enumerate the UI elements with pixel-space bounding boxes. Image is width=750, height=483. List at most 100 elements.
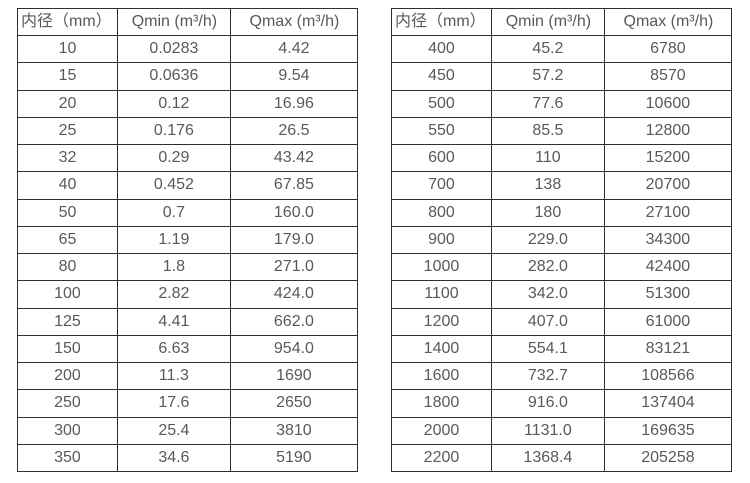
flow-spec-table-right: 内径（mm） Qmin (m³/h) Qmax (m³/h) 400 45.2 6780… xyxy=(391,8,733,473)
qmin-cell: 0.0636 xyxy=(116,62,231,91)
diameter-cell: 550 xyxy=(391,116,492,146)
diameter-cell: 450 xyxy=(391,62,492,91)
qmax-cell: 20700 xyxy=(603,171,733,200)
table-body: 400 45.2 6780 450 57.2 8570 500 77.6 10600 550 85.… xyxy=(391,34,733,473)
qmin-cell: 916.0 xyxy=(490,389,605,418)
qmax-cell: 16.96 xyxy=(229,89,359,118)
diameter-cell: 100 xyxy=(17,280,118,309)
diameter-cell: 65 xyxy=(17,225,118,255)
diameter-cell: 150 xyxy=(17,334,118,364)
table-row: 2000 1131.0 169635 xyxy=(391,416,733,445)
table-row: 400 45.2 6780 xyxy=(391,34,733,64)
qmax-cell: 137404 xyxy=(603,389,733,418)
diameter-cell: 1200 xyxy=(391,307,492,336)
diameter-cell: 200 xyxy=(17,361,118,391)
diameter-cell: 1000 xyxy=(391,252,492,282)
table-row: 50 0.7 160.0 xyxy=(17,198,359,227)
qmax-cell: 34300 xyxy=(603,225,733,255)
flow-spec-tables-container: 内径（mm） Qmin (m³/h) Qmax (m³/h) 10 0.0283 4.4… xyxy=(17,8,733,473)
qmax-cell: 160.0 xyxy=(229,198,359,227)
diameter-cell: 80 xyxy=(17,252,118,282)
qmax-cell: 2650 xyxy=(229,389,359,418)
table-row: 600 110 15200 xyxy=(391,143,733,173)
diameter-cell: 2000 xyxy=(391,416,492,445)
table-header-row: 内径（mm） Qmin (m³/h) Qmax (m³/h) xyxy=(391,8,733,36)
qmin-cell: 110 xyxy=(490,143,605,173)
qmax-cell: 27100 xyxy=(603,198,733,227)
qmin-cell: 554.1 xyxy=(490,334,605,364)
diameter-cell: 800 xyxy=(391,198,492,227)
qmin-cell: 25.4 xyxy=(116,416,231,445)
table-row: 40 0.452 67.85 xyxy=(17,171,359,200)
diameter-cell: 40 xyxy=(17,171,118,200)
diameter-cell: 15 xyxy=(17,62,118,91)
qmax-cell: 205258 xyxy=(603,443,733,473)
table-row: 150 6.63 954.0 xyxy=(17,334,359,364)
diameter-cell: 500 xyxy=(391,89,492,118)
qmax-cell: 9.54 xyxy=(229,62,359,91)
column-header-diameter: 内径（mm） xyxy=(17,8,118,36)
table-row: 700 138 20700 xyxy=(391,171,733,200)
qmax-cell: 5190 xyxy=(229,443,359,473)
qmax-cell: 43.42 xyxy=(229,143,359,173)
diameter-cell: 1100 xyxy=(391,280,492,309)
table-row: 550 85.5 12800 xyxy=(391,116,733,146)
qmax-cell: 4.42 xyxy=(229,34,359,64)
diameter-cell: 2200 xyxy=(391,443,492,473)
qmin-cell: 0.452 xyxy=(116,171,231,200)
diameter-cell: 32 xyxy=(17,143,118,173)
table-row: 2200 1368.4 205258 xyxy=(391,443,733,473)
qmin-cell: 1.8 xyxy=(116,252,231,282)
qmax-cell: 424.0 xyxy=(229,280,359,309)
qmax-cell: 42400 xyxy=(603,252,733,282)
diameter-cell: 20 xyxy=(17,89,118,118)
qmax-cell: 67.85 xyxy=(229,171,359,200)
table-row: 1600 732.7 108566 xyxy=(391,361,733,391)
table-row: 1100 342.0 51300 xyxy=(391,280,733,309)
table-row: 65 1.19 179.0 xyxy=(17,225,359,255)
qmax-cell: 6780 xyxy=(603,34,733,64)
header-row: 内径（mm） Qmin (m³/h) Qmax (m³/h) xyxy=(391,8,733,36)
qmin-cell: 0.29 xyxy=(116,143,231,173)
table-row: 900 229.0 34300 xyxy=(391,225,733,255)
diameter-cell: 400 xyxy=(391,34,492,64)
qmin-cell: 11.3 xyxy=(116,361,231,391)
column-header-qmax: Qmax (m³/h) xyxy=(229,8,359,36)
column-header-diameter: 内径（mm） xyxy=(391,8,492,36)
qmax-cell: 108566 xyxy=(603,361,733,391)
diameter-cell: 300 xyxy=(17,416,118,445)
qmax-cell: 1690 xyxy=(229,361,359,391)
qmax-cell: 83121 xyxy=(603,334,733,364)
qmin-cell: 17.6 xyxy=(116,389,231,418)
table-row: 1800 916.0 137404 xyxy=(391,389,733,418)
qmin-cell: 34.6 xyxy=(116,443,231,473)
qmin-cell: 1.19 xyxy=(116,225,231,255)
qmin-cell: 77.6 xyxy=(490,89,605,118)
diameter-cell: 250 xyxy=(17,389,118,418)
table-row: 10 0.0283 4.42 xyxy=(17,34,359,64)
qmin-cell: 732.7 xyxy=(490,361,605,391)
qmin-cell: 2.82 xyxy=(116,280,231,309)
qmin-cell: 1368.4 xyxy=(490,443,605,473)
qmin-cell: 45.2 xyxy=(490,34,605,64)
diameter-cell: 25 xyxy=(17,116,118,146)
table-row: 200 11.3 1690 xyxy=(17,361,359,391)
qmin-cell: 57.2 xyxy=(490,62,605,91)
qmin-cell: 407.0 xyxy=(490,307,605,336)
diameter-cell: 1400 xyxy=(391,334,492,364)
qmax-cell: 271.0 xyxy=(229,252,359,282)
qmin-cell: 85.5 xyxy=(490,116,605,146)
qmin-cell: 0.12 xyxy=(116,89,231,118)
qmin-cell: 229.0 xyxy=(490,225,605,255)
qmin-cell: 180 xyxy=(490,198,605,227)
qmin-cell: 0.0283 xyxy=(116,34,231,64)
qmin-cell: 342.0 xyxy=(490,280,605,309)
qmax-cell: 10600 xyxy=(603,89,733,118)
table-row: 125 4.41 662.0 xyxy=(17,307,359,336)
diameter-cell: 700 xyxy=(391,171,492,200)
diameter-cell: 900 xyxy=(391,225,492,255)
qmax-cell: 61000 xyxy=(603,307,733,336)
diameter-cell: 1800 xyxy=(391,389,492,418)
table-row: 1400 554.1 83121 xyxy=(391,334,733,364)
table-body: 10 0.0283 4.42 15 0.0636 9.54 20 0.12 16.96 25 0.1… xyxy=(17,34,359,473)
